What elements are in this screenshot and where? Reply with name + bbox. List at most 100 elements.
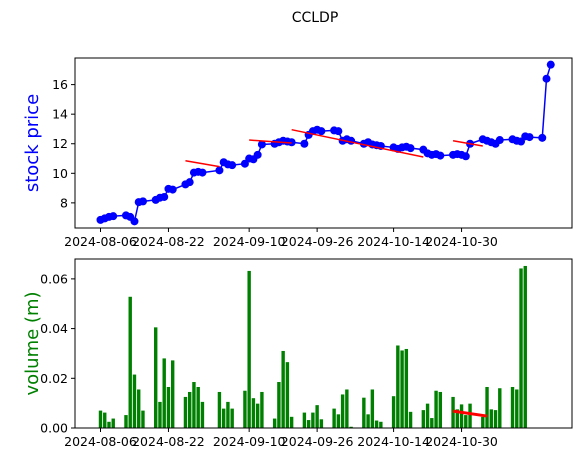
volume-bar: [302, 412, 307, 428]
volume-bar: [192, 382, 196, 428]
trend-segment: [452, 409, 488, 418]
volume-bar: [370, 389, 375, 428]
axes-frame: [74, 57, 573, 229]
x-tick-label: 2024-08-22: [132, 434, 205, 449]
volume-bar: [285, 362, 290, 428]
volume-bar: [332, 408, 336, 428]
volume-bar: [489, 409, 493, 428]
volume-bar: [255, 403, 260, 428]
y-tick-label: 0.00: [40, 421, 68, 436]
volume-bar: [400, 350, 404, 428]
volume-bar: [438, 391, 443, 428]
x-tick-label: 2024-09-10: [213, 434, 286, 449]
volume-bar: [481, 416, 485, 428]
price-point: [334, 127, 343, 136]
volume-bar: [362, 397, 366, 428]
price-point: [168, 185, 177, 194]
y-tick-label: 8: [60, 195, 68, 210]
volume-bar: [183, 396, 188, 428]
price-point: [228, 161, 237, 170]
y-tick-label: 10: [52, 166, 68, 181]
volume-bar: [523, 265, 527, 428]
volume-bar: [111, 418, 115, 428]
volume-bar: [196, 386, 200, 428]
volume-bar: [103, 412, 107, 428]
volume-bar: [345, 389, 349, 428]
volume-bar: [311, 412, 315, 428]
volume-bar: [141, 410, 145, 428]
volume-bar: [468, 403, 472, 428]
volume-bar: [315, 405, 319, 428]
x-tick-label: 2024-10-30: [425, 434, 498, 449]
volume-bar: [349, 426, 353, 428]
x-tick-label: 2024-09-26: [281, 234, 354, 249]
y-tick-label: 0.04: [40, 321, 68, 336]
volume-bar: [247, 270, 251, 428]
price-point: [130, 217, 139, 226]
volume-bar: [260, 391, 264, 428]
price-point: [215, 166, 224, 175]
volume-bar: [434, 390, 438, 428]
price-point: [257, 140, 266, 149]
volume-bar: [272, 418, 277, 428]
volume-bar: [430, 418, 434, 428]
volume-bar: [319, 419, 324, 428]
volume-bar: [485, 386, 489, 428]
price-point: [300, 139, 309, 148]
volume-bar: [391, 396, 396, 428]
volume-bar: [366, 414, 370, 428]
volume-bar: [132, 374, 137, 428]
price-point: [160, 192, 169, 201]
x-tick-label: 2024-08-06: [64, 434, 137, 449]
volume-bar: [187, 391, 192, 428]
y-tick-label: 0.02: [40, 371, 68, 386]
price-point: [317, 127, 326, 136]
volume-bar: [336, 414, 341, 428]
volume-bar: [455, 409, 460, 428]
volume-bar: [306, 420, 311, 428]
volume-bar: [379, 421, 383, 428]
volume-bar: [230, 408, 234, 428]
volume-bar: [459, 404, 464, 428]
x-tick-label: 2024-10-14: [357, 234, 430, 249]
volume-bar: [154, 327, 158, 428]
volume-bar: [374, 420, 379, 428]
volume-bar: [289, 416, 294, 428]
volume-bar: [277, 382, 281, 428]
volume-bar: [425, 403, 430, 428]
price-point: [185, 178, 194, 187]
volume-bar: [519, 268, 523, 428]
volume-bar: [158, 401, 162, 428]
volume-bar: [124, 415, 128, 428]
volume-bar: [226, 401, 230, 428]
volume-bar: [221, 408, 226, 428]
volume-bar: [251, 398, 256, 428]
price-point: [546, 60, 555, 69]
trend-segment: [452, 140, 483, 147]
volume-bar: [200, 401, 205, 428]
volume-bar: [408, 411, 413, 428]
volume-bar: [171, 360, 175, 428]
price-point: [406, 144, 415, 153]
volume-bar: [128, 296, 132, 428]
y-tick-label: 12: [52, 136, 68, 151]
trend-segment: [185, 160, 220, 168]
volume-bar: [396, 345, 400, 428]
volume-bar: [510, 386, 515, 428]
price-point: [436, 151, 445, 160]
x-tick-label: 2024-09-10: [213, 234, 286, 249]
trend-segment: [249, 139, 292, 144]
x-tick-label: 2024-10-14: [357, 434, 430, 449]
volume-bar: [137, 389, 141, 428]
price-point: [198, 168, 207, 177]
volume-bar: [340, 394, 345, 428]
volume-bar: [493, 410, 498, 428]
volume-bar: [162, 358, 166, 428]
price-point: [542, 74, 551, 83]
axes-frame: [74, 258, 573, 429]
x-tick-label: 2024-09-26: [281, 434, 354, 449]
volume-bar: [404, 348, 409, 428]
price-point: [109, 212, 118, 221]
